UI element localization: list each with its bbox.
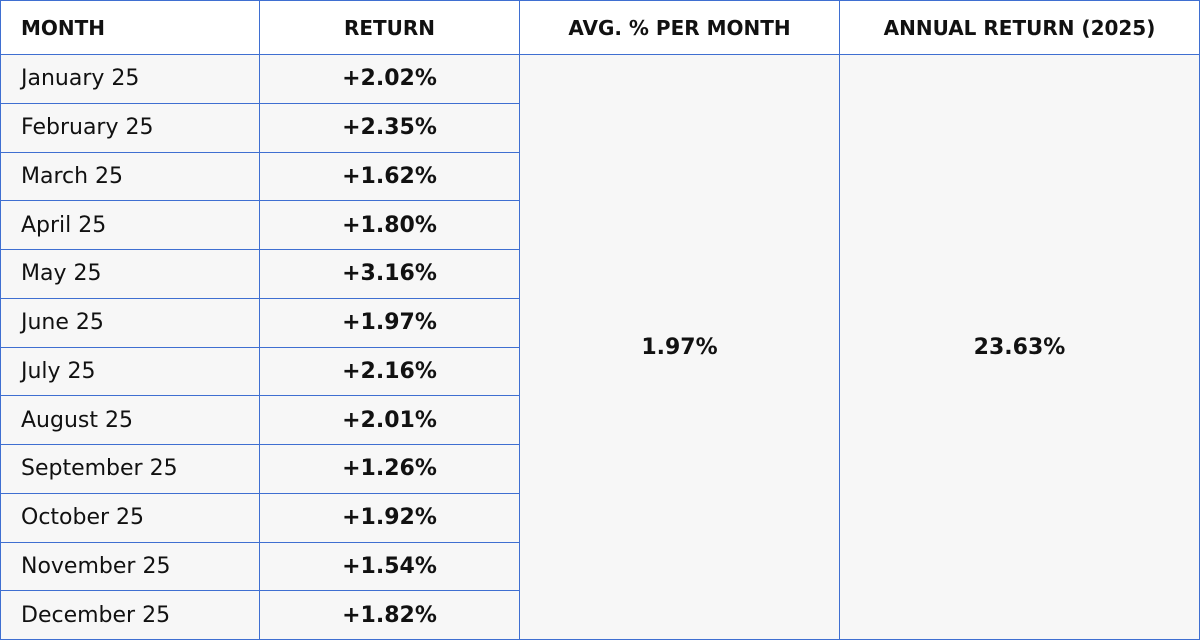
month-cell: June 25 <box>0 298 260 348</box>
return-cell: +1.82% <box>260 591 520 640</box>
return-cell: +1.26% <box>260 445 520 494</box>
month-cell: December 25 <box>0 591 260 640</box>
month-cell: November 25 <box>0 542 260 592</box>
return-cell: +1.54% <box>260 542 520 592</box>
return-cell: +1.62% <box>260 152 520 202</box>
month-cell: October 25 <box>0 493 260 543</box>
month-cell: May 25 <box>0 250 260 299</box>
month-cell: September 25 <box>0 445 260 494</box>
annual-cell: 23.63% <box>840 55 1200 640</box>
header-cell: ANNUAL RETURN (2025) <box>840 0 1200 55</box>
header-cell: AVG. % PER MONTH <box>520 0 840 55</box>
return-cell: +1.92% <box>260 493 520 543</box>
month-cell: April 25 <box>0 201 260 250</box>
header-cell: MONTH <box>0 0 260 55</box>
month-cell: January 25 <box>0 55 260 104</box>
return-cell: +2.01% <box>260 396 520 445</box>
return-cell: +1.97% <box>260 298 520 348</box>
header-cell: RETURN <box>260 0 520 55</box>
month-cell: July 25 <box>0 347 260 397</box>
return-cell: +2.02% <box>260 55 520 104</box>
return-cell: +2.35% <box>260 103 520 153</box>
month-cell: February 25 <box>0 103 260 153</box>
month-cell: August 25 <box>0 396 260 445</box>
return-cell: +3.16% <box>260 250 520 299</box>
return-cell: +2.16% <box>260 347 520 397</box>
return-cell: +1.80% <box>260 201 520 250</box>
month-cell: March 25 <box>0 152 260 202</box>
avg-cell: 1.97% <box>520 55 840 640</box>
